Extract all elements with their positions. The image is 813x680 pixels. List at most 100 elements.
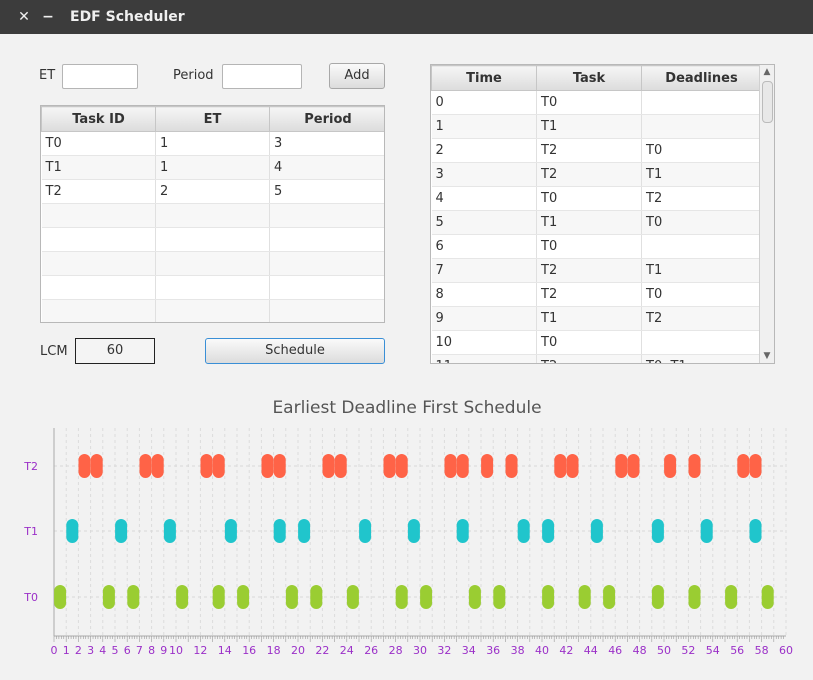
schedule-table-row[interactable]: 6 T0 <box>431 234 762 259</box>
scrollbar-thumb[interactable] <box>762 81 773 123</box>
schedule-table-cell: T0 <box>536 234 642 259</box>
schedule-mark-t2 <box>688 454 701 478</box>
y-tick-label: T1 <box>23 525 38 538</box>
schedule-table-cell: T0 <box>536 90 642 115</box>
task-table-header-et[interactable]: ET <box>155 106 270 132</box>
schedule-mark-t2 <box>383 454 396 478</box>
schedule-table-row[interactable]: 9 T1 T2 <box>431 306 762 331</box>
schedule-mark-t2 <box>273 454 286 478</box>
close-icon[interactable]: ✕ <box>18 9 30 25</box>
add-button[interactable]: Add <box>329 63 385 89</box>
schedule-mark-t2 <box>566 454 579 478</box>
schedule-table-cell: T1 <box>536 210 642 235</box>
task-table-row[interactable]: T1 1 4 <box>41 155 384 180</box>
et-input[interactable] <box>62 64 138 89</box>
task-table-row[interactable] <box>41 299 384 322</box>
schedule-mark-t2 <box>737 454 750 478</box>
x-tick-label: 8 <box>148 644 155 657</box>
schedule-button[interactable]: Schedule <box>205 338 385 364</box>
schedule-table-row[interactable]: 1 T1 <box>431 114 762 139</box>
scroll-down-icon[interactable]: ▼ <box>763 351 771 361</box>
scroll-up-icon[interactable]: ▲ <box>763 67 771 77</box>
task-table-row[interactable] <box>41 275 384 300</box>
task-table-row[interactable] <box>41 227 384 252</box>
schedule-mark-t2 <box>78 454 91 478</box>
schedule-mark-t1 <box>66 519 79 543</box>
task-table-header-period[interactable]: Period <box>269 106 384 132</box>
schedule-table-row[interactable]: 10 T0 <box>431 330 762 355</box>
task-table-row[interactable]: T0 1 3 <box>41 131 384 156</box>
schedule-table-row[interactable]: 3 T2 T1 <box>431 162 762 187</box>
task-table-row[interactable] <box>41 251 384 276</box>
task-table-header-task-id[interactable]: Task ID <box>41 106 156 132</box>
task-table-cell <box>41 275 156 300</box>
task-table-cell: 1 <box>155 155 270 180</box>
schedule-table-row[interactable]: 11T2T0, T1 <box>431 354 762 363</box>
schedule-mark-t1 <box>590 519 603 543</box>
schedule-scrollbar[interactable]: ▲ ▼ <box>759 65 774 363</box>
task-table-cell: 5 <box>269 179 384 204</box>
schedule-table-row[interactable]: 0 T0 <box>431 90 762 115</box>
period-input[interactable] <box>222 64 302 89</box>
schedule-mark-t1 <box>542 519 555 543</box>
schedule-table-header-time[interactable]: Time <box>431 65 537 91</box>
task-table-cell <box>41 251 156 276</box>
schedule-mark-t2 <box>481 454 494 478</box>
schedule-table-cell <box>641 90 762 115</box>
schedule-mark-t0 <box>493 585 506 609</box>
schedule-mark-t0 <box>176 585 189 609</box>
schedule-table-row[interactable]: 2 T2 T0 <box>431 138 762 163</box>
schedule-mark-t1 <box>163 519 176 543</box>
schedule-mark-t2 <box>395 454 408 478</box>
task-table-cell <box>269 251 384 276</box>
schedule-mark-t1 <box>456 519 469 543</box>
schedule-table-cell: 6 <box>431 234 537 259</box>
schedule-table-cell: 5 <box>431 210 537 235</box>
schedule-table-cell <box>641 234 762 259</box>
schedule-mark-t0 <box>237 585 250 609</box>
schedule-mark-t2 <box>456 454 469 478</box>
x-tick-label: 30 <box>413 644 427 657</box>
x-tick-label: 54 <box>706 644 720 657</box>
schedule-table-cell: T1 <box>536 306 642 331</box>
schedule-mark-t2 <box>139 454 152 478</box>
task-table-cell: 1 <box>155 131 270 156</box>
window-title: EDF Scheduler <box>70 9 185 25</box>
schedule-table-cell <box>641 330 762 355</box>
x-tick-label: 4 <box>99 644 106 657</box>
schedule-table-row[interactable]: 8 T2 T0 <box>431 282 762 307</box>
schedule-table-row[interactable]: 7 T2 T1 <box>431 258 762 283</box>
schedule-table-cell: T2 <box>536 354 642 363</box>
schedule-mark-t0 <box>688 585 701 609</box>
x-tick-label: 58 <box>755 644 769 657</box>
schedule-table-cell: T2 <box>536 258 642 283</box>
x-tick-label: 5 <box>112 644 119 657</box>
task-table-cell <box>155 203 270 228</box>
y-tick-label: T2 <box>23 460 38 473</box>
x-tick-label: 18 <box>267 644 281 657</box>
task-table-cell <box>155 275 270 300</box>
schedule-table-header-deadlines[interactable]: Deadlines <box>641 65 762 91</box>
task-table-row[interactable] <box>41 203 384 228</box>
schedule-table-cell: 8 <box>431 282 537 307</box>
x-tick-label: 44 <box>584 644 598 657</box>
minimize-icon[interactable]: − <box>42 9 54 25</box>
x-tick-label: 40 <box>535 644 549 657</box>
task-table-row[interactable]: T2 2 5 <box>41 179 384 204</box>
schedule-mark-t0 <box>102 585 115 609</box>
schedule-mark-t0 <box>310 585 323 609</box>
schedule-mark-t0 <box>395 585 408 609</box>
schedule-mark-t2 <box>627 454 640 478</box>
schedule-table-row[interactable]: 5 T1 T0 <box>431 210 762 235</box>
schedule-table-cell: T0 <box>641 138 762 163</box>
task-table-cell: 2 <box>155 179 270 204</box>
task-table-cell <box>41 299 156 322</box>
schedule-mark-t1 <box>517 519 530 543</box>
schedule-table-cell: T2 <box>536 282 642 307</box>
schedule-mark-t2 <box>212 454 225 478</box>
schedule-table-row[interactable]: 4 T0 T2 <box>431 186 762 211</box>
schedule-mark-t2 <box>322 454 335 478</box>
schedule-table-header-task[interactable]: Task <box>536 65 642 91</box>
period-label: Period <box>173 68 214 83</box>
